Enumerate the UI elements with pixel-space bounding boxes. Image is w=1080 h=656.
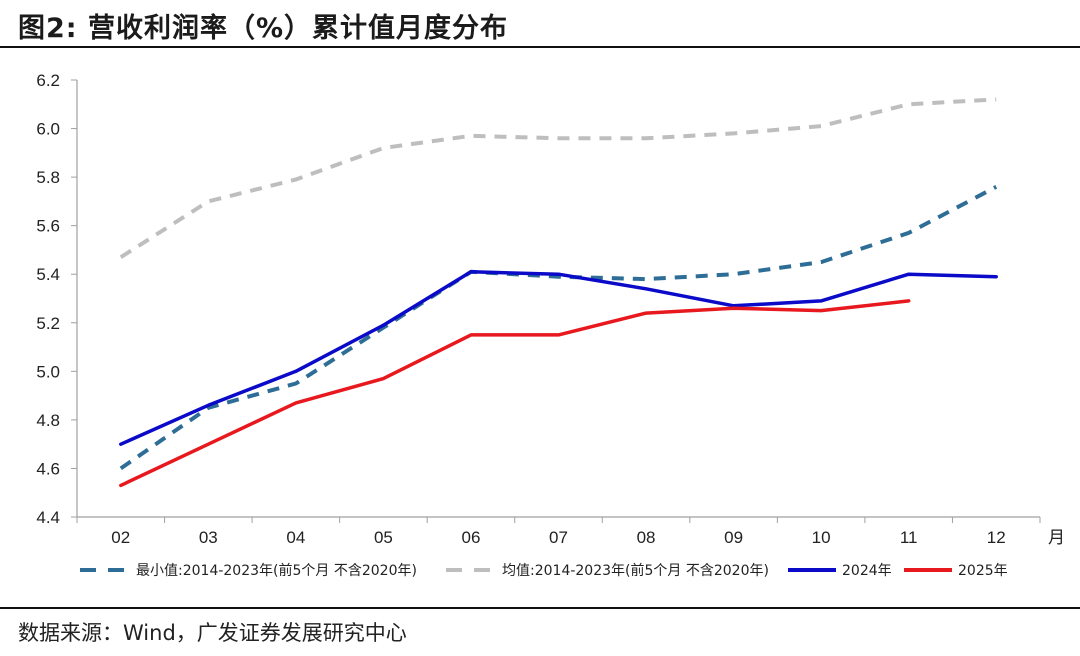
figure-title: 图2: 营收利润率（%）累计值月度分布 (18, 13, 509, 44)
y-tick-label: 4.8 (36, 411, 60, 430)
x-tick-label: 09 (724, 528, 743, 547)
series-line-2025 (119, 299, 911, 488)
y-tick-label: 4.6 (36, 459, 60, 478)
x-tick-label: 04 (286, 528, 305, 547)
data-point (907, 102, 911, 106)
legend-label: 2024年 (842, 563, 892, 579)
data-point (557, 333, 561, 337)
data-point (469, 270, 473, 274)
series-line-mean (119, 97, 997, 259)
data-point (294, 381, 298, 385)
data-point (819, 309, 823, 313)
data-point (994, 97, 998, 101)
x-tick-label: 05 (374, 528, 393, 547)
x-tick-label: 12 (987, 528, 1006, 547)
y-tick-label: 5.4 (36, 265, 60, 284)
data-point (732, 131, 736, 135)
data-point (819, 124, 823, 128)
data-point (732, 272, 736, 276)
data-point (644, 136, 648, 140)
data-point (732, 306, 736, 310)
data-point (119, 255, 123, 259)
x-tick-label: 03 (199, 528, 218, 547)
data-point (294, 178, 298, 182)
y-tick-label: 5.2 (36, 314, 60, 333)
series-line-2024 (119, 270, 998, 446)
legend-label: 均值:2014-2023年(前5个月 不含2020年) (502, 562, 769, 579)
data-point (381, 377, 385, 381)
data-point (381, 323, 385, 327)
data-point (206, 199, 210, 203)
data-point (206, 403, 210, 407)
data-point (119, 442, 123, 446)
series-line-min (119, 185, 998, 471)
source-note: 数据来源：Wind，广发证券发展研究中心 (18, 621, 407, 645)
data-point (119, 483, 123, 487)
data-point (644, 311, 648, 315)
data-point (819, 260, 823, 264)
data-point (994, 275, 998, 279)
x-axis: 02 03 04 05 06 07 08 09 10 11 12 月 (76, 516, 1065, 547)
x-tick-label: 11 (900, 528, 918, 547)
data-point (557, 272, 561, 276)
data-point (469, 134, 473, 138)
data-point (907, 299, 911, 303)
y-tick-label: 5.6 (36, 217, 60, 236)
x-tick-label: 06 (461, 528, 480, 547)
data-point (557, 136, 561, 140)
data-point (907, 231, 911, 235)
title-divider (0, 46, 1080, 48)
legend-label: 2025年 (958, 563, 1008, 579)
x-tick-label: 10 (812, 528, 831, 547)
x-tick-label: 07 (549, 528, 568, 547)
x-axis-title: 月 (1048, 528, 1065, 547)
legend: 最小值:2014-2023年(前5个月 不含2020年) 均值:2014-2023… (80, 562, 1008, 579)
data-point (994, 185, 998, 189)
x-tick-label: 08 (637, 528, 656, 547)
y-tick-label: 5.0 (36, 362, 60, 381)
data-point (644, 277, 648, 281)
data-point (644, 287, 648, 291)
y-tick-label: 5.8 (36, 168, 60, 187)
data-point (294, 369, 298, 373)
line-chart: 4.44.64.85.05.25.45.65.86.06.2 02 03 04 05 0… (36, 71, 1065, 579)
y-axis: 4.4 4.6 4.8 5.0 5.2 5.4 5.6 5.8 6.0 6.2 (36, 71, 78, 527)
footer-divider (0, 607, 1080, 609)
y-tick-label: 6.2 (36, 71, 60, 90)
y-tick-label: 4.4 (36, 508, 60, 527)
legend-label: 最小值:2014-2023年(前5个月 不含2020年) (136, 562, 417, 579)
data-point (381, 146, 385, 150)
data-point (907, 272, 911, 276)
data-point (469, 333, 473, 337)
data-point (819, 299, 823, 303)
series-layer (119, 97, 998, 488)
data-point (206, 442, 210, 446)
data-point (119, 466, 123, 470)
data-point (294, 401, 298, 405)
y-tick-label: 6.0 (36, 120, 60, 139)
x-tick-label: 02 (111, 528, 130, 547)
